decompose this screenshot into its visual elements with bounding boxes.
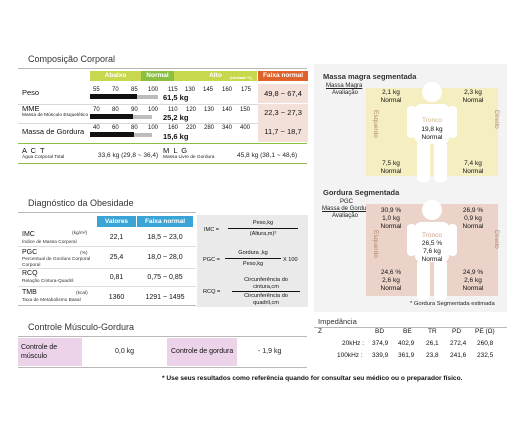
fat-left-arm-eval: Normal [380, 223, 402, 230]
peso-bar [90, 94, 137, 99]
mme-label: MME [22, 104, 40, 113]
mme-range: 22,3 ~ 27,3 [264, 108, 302, 117]
obesity-title: Diagnóstico da Obesidade [28, 198, 134, 208]
lean-right-label: Direito [493, 110, 500, 129]
fat-note: * Gordura Segmentada estimada [410, 301, 495, 307]
mlg-value: 45,8 kg (38,1 ~ 48,6) [237, 152, 298, 159]
lean-legend-eval: Avaliação [332, 90, 358, 96]
impedance-title: Impedância [318, 317, 357, 326]
peso-range: 49,8 ~ 67,4 [264, 89, 302, 98]
mlg-sub: Massa Livre de Gordura [163, 155, 215, 160]
muscle-control-label: Controle de músculo [21, 344, 58, 360]
gordura-label: Massa de Gordura [22, 127, 85, 136]
lean-left-label: Esquerdo [372, 110, 379, 138]
imc-formula-label: IMC = [204, 227, 220, 233]
mme-value: 25,2 kg [163, 113, 189, 122]
gordura-value: 15,6 kg [163, 132, 189, 141]
fat-trunk-eval: Normal [421, 256, 443, 263]
lean-trunk-eval: Normal [421, 134, 443, 141]
fat-right-arm-eval: Normal [462, 223, 484, 230]
body-silhouette-icon [407, 82, 457, 182]
mme-bar [90, 114, 133, 119]
obesity-header-range: Faixa normal [137, 216, 193, 227]
lean-left-leg-eval: Normal [380, 168, 402, 175]
control-title: Controle Músculo-Gordura [28, 322, 135, 332]
lean-title: Massa magra segmentada [323, 72, 417, 81]
fat-right-leg-eval: Normal [462, 285, 484, 292]
fat-right-label: Direito [493, 230, 500, 249]
footer-note: * Use seus resultados como referência qu… [162, 375, 463, 382]
header-abaixo: Abaixo [90, 71, 141, 81]
peso-label: Peso [22, 88, 40, 97]
mlg-label: M L G [163, 146, 189, 155]
lean-legend-kg: Massa Magra [326, 83, 363, 89]
fat-left-label: Esquerdo [372, 230, 379, 258]
header-unit: (Unidade %) [230, 76, 252, 80]
act-sub: Água Corporal Total [22, 155, 65, 160]
fat-control-value: - 1,9 kg [258, 348, 282, 355]
header-alto: Alto [174, 71, 257, 81]
act-value: 33,6 kg (29,8 ~ 36,4) [98, 152, 159, 159]
fat-left-leg-eval: Normal [380, 285, 402, 292]
lean-right-arm-eval: Normal [462, 97, 484, 104]
rcq-formula-label: RCQ = [203, 289, 221, 295]
obesity-header-values: Valores [97, 216, 136, 227]
mme-sub: Massa de Músculo Esquelético [22, 113, 89, 118]
gordura-bar [90, 132, 134, 137]
fat-control-label: Controle de gordura [171, 348, 234, 355]
composition-title: Composição Corporal [28, 54, 116, 64]
body-silhouette-icon [407, 200, 457, 300]
header-range: Faixa normal [258, 71, 308, 81]
peso-value: 61,5 kg [163, 93, 189, 102]
gordura-range: 11,7 ~ 18,7 [264, 127, 302, 136]
lean-right-leg-eval: Normal [462, 168, 484, 175]
lean-left-arm-eval: Normal [380, 97, 402, 104]
pgc-formula-label: PGC = [203, 257, 220, 263]
act-label: A C T [22, 146, 46, 155]
header-normal: Normal [141, 71, 174, 81]
fat-title: Gordura Segmentada [323, 188, 400, 197]
muscle-control-value: 0,0 kg [115, 348, 135, 355]
